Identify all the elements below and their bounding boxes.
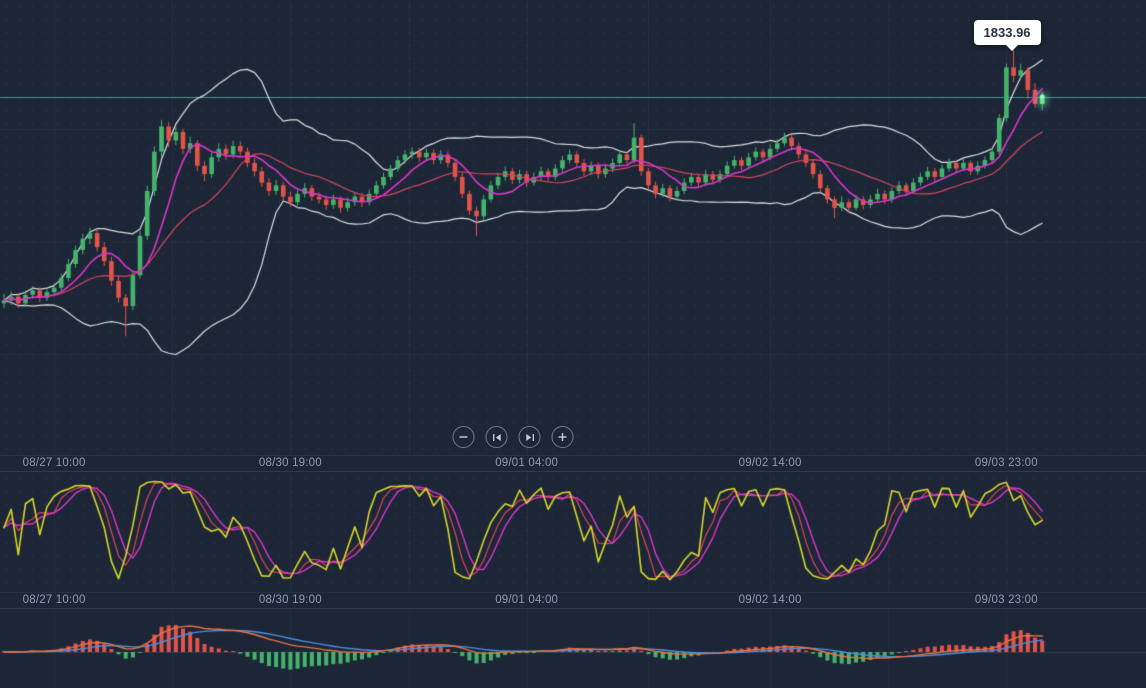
time-axis-main: 08/27 10:00 08/30 19:00 09/01 04:00 09/02 1… (0, 455, 1146, 472)
time-axis-label: 09/02 14:00 (738, 594, 802, 606)
chart-controls (452, 426, 574, 448)
minus-icon (459, 432, 469, 442)
time-axis-label: 09/03 23:00 (974, 457, 1038, 469)
time-axis-label: 08/27 10:00 (22, 457, 86, 469)
skip-to-start-icon (491, 432, 502, 443)
time-axis-label: 09/01 04:00 (495, 594, 559, 606)
time-axis-label: 08/30 19:00 (258, 594, 322, 606)
main-chart-panel: 1833.96 (0, 0, 1146, 455)
main-chart-canvas[interactable] (0, 0, 1146, 455)
price-marker-tooltip: 1833.96 (973, 20, 1041, 51)
zoom-in-button[interactable] (551, 426, 574, 448)
stochastic-panel (0, 472, 1146, 592)
skip-to-end-icon (524, 432, 535, 443)
step-back-button[interactable] (485, 426, 508, 448)
stochastic-canvas[interactable] (0, 472, 1146, 592)
time-axis-label: 09/03 23:00 (974, 594, 1038, 606)
time-axis-stochastic: 08/27 10:00 08/30 19:00 09/01 04:00 09/02 1… (0, 592, 1146, 609)
macd-panel (0, 609, 1146, 688)
step-forward-button[interactable] (518, 426, 541, 448)
macd-canvas[interactable] (0, 609, 1146, 688)
time-axis-label: 09/02 14:00 (738, 457, 802, 469)
time-axis-label: 09/01 04:00 (495, 457, 559, 469)
plus-icon (558, 432, 568, 442)
price-marker-value: 1833.96 (983, 25, 1031, 40)
time-axis-label: 08/27 10:00 (22, 594, 86, 606)
zoom-out-button[interactable] (452, 426, 475, 448)
time-axis-label: 08/30 19:00 (258, 457, 322, 469)
